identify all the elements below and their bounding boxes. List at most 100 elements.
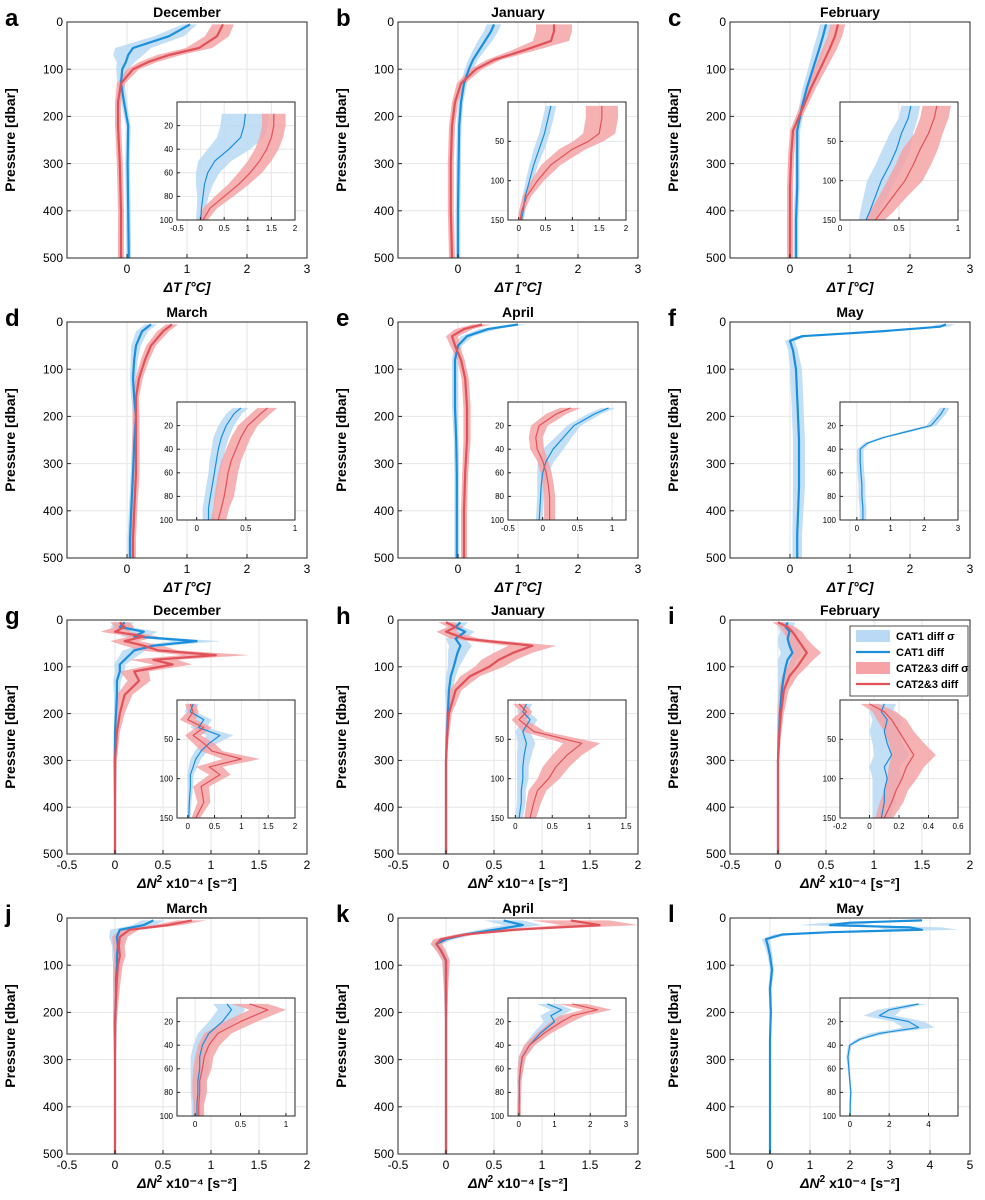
y-tick-label: 200 xyxy=(374,410,394,424)
y-tick-label: 200 xyxy=(43,1006,63,1020)
x-axis-label: ΔN2 x10⁻⁴ [s⁻²] xyxy=(799,874,900,891)
inset-y-tick-label: 50 xyxy=(164,735,173,744)
cat23-diff-line xyxy=(131,323,173,558)
y-axis-label: Pressure [dbar] xyxy=(333,685,349,788)
axes-frame xyxy=(66,619,308,855)
inset-cat23-diff-sigma-band xyxy=(517,1003,612,1116)
legend-label: CAT2&3 diff xyxy=(896,679,958,691)
x-tick-label: 2 xyxy=(635,1158,642,1172)
inset-cat23-diff-line xyxy=(869,703,915,819)
x-axis-label-base: ΔT [°C] xyxy=(826,579,875,595)
x-axis-label: ΔN2 x10⁻⁴ [s⁻²] xyxy=(467,874,568,891)
panel-letter: b xyxy=(336,5,351,32)
inset-cat1-diff-line xyxy=(859,407,946,520)
inset-x-tick-label: 1.5 xyxy=(266,224,278,233)
y-tick-label: 500 xyxy=(374,551,394,565)
inset-x-tick-label: 2 xyxy=(922,524,927,533)
panel-title: April xyxy=(502,304,534,320)
inset-x-tick-label: 2 xyxy=(887,1120,892,1129)
inset-x-tick-label: 1 xyxy=(587,822,592,831)
y-tick-label: 400 xyxy=(706,504,726,518)
x-tick-label: 0 xyxy=(455,262,462,276)
inset-y-tick-label: 60 xyxy=(164,169,173,178)
inset-y-tick-label: 100 xyxy=(491,516,505,525)
y-tick-label: 0 xyxy=(56,315,63,329)
x-tick-label: 2 xyxy=(967,858,974,872)
cat23-diff-line xyxy=(788,24,840,258)
inset-f: 0 1 2 3 20 40 60 80 100 xyxy=(823,401,961,533)
cat23-diff-line xyxy=(113,621,217,854)
y-tick-label: 100 xyxy=(374,958,394,972)
inset-cat23-diff-line xyxy=(519,105,603,221)
y-tick-label: 0 xyxy=(56,911,63,925)
inset-y-tick-label: 60 xyxy=(495,1065,504,1074)
x-tick-label: 0 xyxy=(112,1158,119,1172)
panel-letter: g xyxy=(5,603,20,630)
y-tick-label: 0 xyxy=(719,613,726,627)
y-tick-label: 300 xyxy=(43,157,63,171)
inset-x-tick-label: 0 xyxy=(540,524,545,533)
x-tick-label: 2 xyxy=(635,858,642,872)
inset-x-tick-label: 2 xyxy=(624,224,629,233)
x-tick-label: -0.5 xyxy=(720,858,741,872)
inset-i: -0.2 0 0.2 0.4 0.6 50 100 150 xyxy=(823,699,964,831)
x-tick-label: 1 xyxy=(847,562,854,576)
x-tick-label: -0.5 xyxy=(388,858,409,872)
inset-cat23-diff-line xyxy=(535,407,571,520)
y-tick-label: 0 xyxy=(56,15,63,29)
inset-cat23-diff-line xyxy=(518,1003,598,1116)
inset-x-tick-label: 0 xyxy=(194,524,199,533)
inset-x-tick-label: 0.5 xyxy=(572,524,584,533)
inset-axes-frame xyxy=(176,699,296,819)
inset-cat23-diff-line xyxy=(198,1003,269,1116)
y-tick-label: 400 xyxy=(374,504,394,518)
x-tick-label: 1 xyxy=(539,858,546,872)
inset-y-tick-label: 20 xyxy=(164,1017,173,1026)
axes-frame xyxy=(397,619,639,855)
x-tick-label: 2 xyxy=(244,262,251,276)
inset-cat1-diff-sigma-band xyxy=(858,105,921,220)
y-tick-label: 100 xyxy=(43,362,63,376)
inset-y-tick-label: 50 xyxy=(495,137,504,146)
x-tick-label: 0 xyxy=(124,562,131,576)
inset-y-tick-label: 100 xyxy=(823,1112,837,1121)
inset-x-tick-label: 1 xyxy=(888,524,893,533)
cat23-diff-sigma-band xyxy=(112,920,207,1154)
inset-y-tick-label: 20 xyxy=(827,421,836,430)
inset-axes-frame xyxy=(176,997,296,1117)
inset-plot-area xyxy=(840,998,958,1116)
legend-label: CAT1 diff xyxy=(896,647,944,659)
x-tick-label: 1.5 xyxy=(251,858,268,872)
x-tick-label: 3 xyxy=(635,262,642,276)
x-tick-label: 0.5 xyxy=(818,858,835,872)
y-tick-label: 400 xyxy=(374,1100,394,1114)
y-tick-label: 200 xyxy=(706,410,726,424)
cat23-diff-sigma-band xyxy=(130,324,178,558)
x-tick-label: 5 xyxy=(967,1158,974,1172)
x-tick-label: 0.5 xyxy=(155,1158,172,1172)
x-tick-label: 2 xyxy=(244,562,251,576)
inset-cat23-diff-sigma-band xyxy=(198,113,286,220)
cat1-diff-sigma-band xyxy=(113,24,198,259)
inset-cat23-diff-sigma-band xyxy=(866,105,951,220)
x-axis-label-base: ΔN xyxy=(136,1175,157,1191)
x-tick-label: 1 xyxy=(515,262,522,276)
inset-x-tick-label: 1 xyxy=(239,822,244,831)
inset-cat23-diff-line xyxy=(187,703,242,819)
y-tick-label: 400 xyxy=(43,1100,63,1114)
axes-frame xyxy=(397,917,639,1155)
inset-l: 0 2 4 20 40 60 80 100 xyxy=(823,997,959,1129)
y-tick-label: 300 xyxy=(374,457,394,471)
x-axis-label-units: x10⁻⁴ [s⁻²] xyxy=(825,1175,900,1191)
inset-x-tick-label: 3 xyxy=(956,524,961,533)
inset-x-tick-label: 0.2 xyxy=(893,822,905,831)
inset-g: 0 0.5 1 1.5 2 50 100 150 xyxy=(160,699,298,831)
y-tick-label: 200 xyxy=(374,1006,394,1020)
y-tick-label: 500 xyxy=(706,551,726,565)
x-axis-label: ΔN2 x10⁻⁴ [s⁻²] xyxy=(136,1174,237,1191)
x-axis-label-base: ΔN xyxy=(467,875,488,891)
